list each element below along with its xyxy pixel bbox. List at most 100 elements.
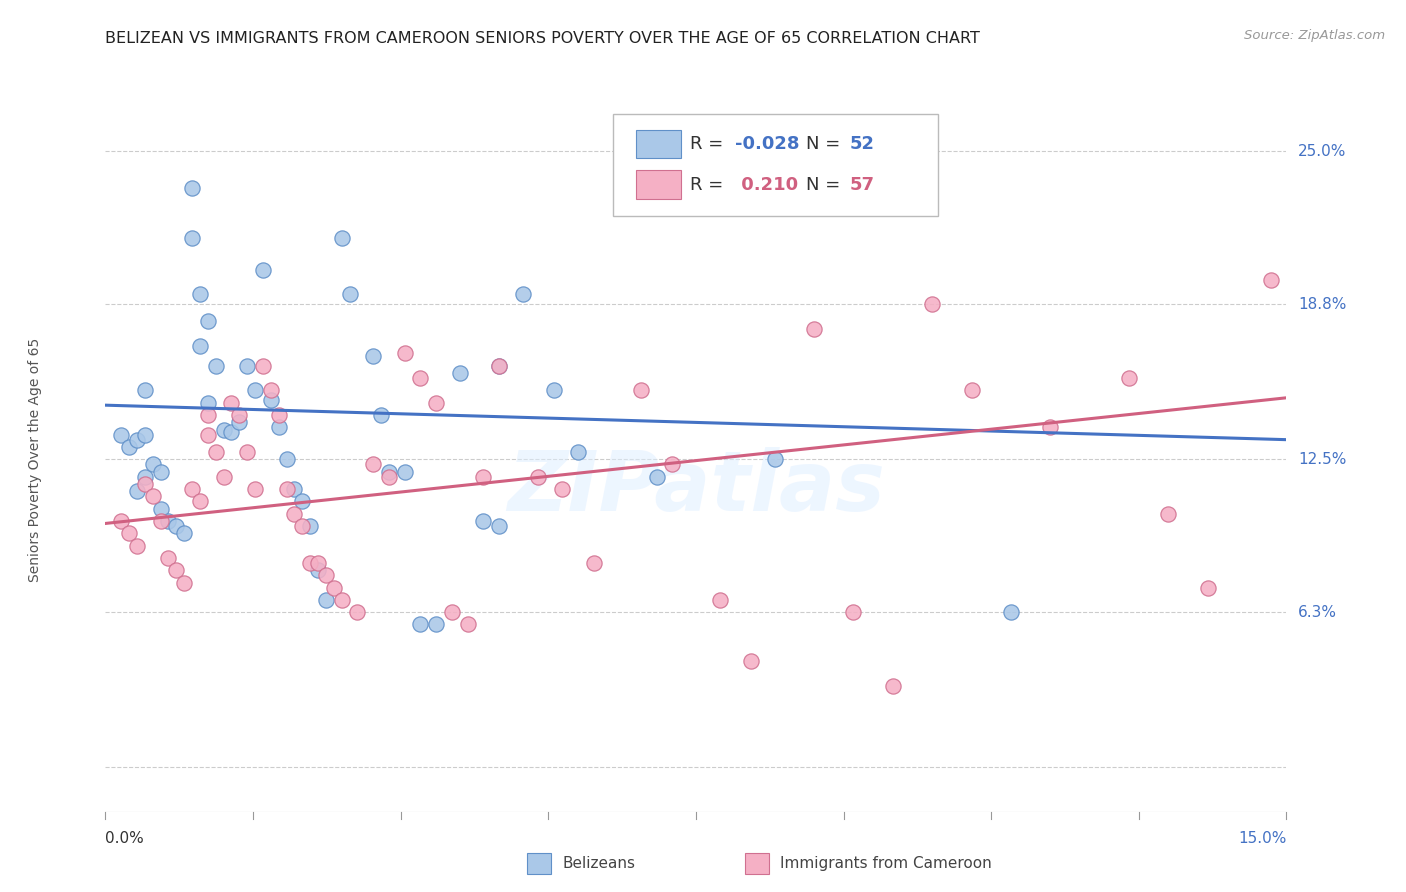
Point bbox=[157, 514, 180, 528]
Point bbox=[551, 482, 574, 496]
Point bbox=[149, 514, 172, 528]
Point bbox=[260, 384, 283, 398]
Point bbox=[661, 458, 683, 472]
Point bbox=[512, 287, 534, 301]
Point bbox=[842, 605, 865, 619]
Point bbox=[291, 494, 314, 508]
Point bbox=[173, 575, 195, 590]
Point bbox=[299, 519, 322, 533]
Point bbox=[543, 384, 565, 398]
Point bbox=[125, 539, 148, 553]
Point bbox=[157, 550, 180, 565]
Text: N =: N = bbox=[806, 136, 846, 153]
FancyBboxPatch shape bbox=[613, 114, 938, 216]
Point bbox=[567, 445, 589, 459]
Point bbox=[322, 581, 344, 595]
Point bbox=[488, 519, 510, 533]
Text: Immigrants from Cameroon: Immigrants from Cameroon bbox=[780, 856, 993, 871]
Point bbox=[449, 366, 471, 380]
Point bbox=[315, 592, 337, 607]
Point bbox=[236, 359, 259, 373]
Point bbox=[361, 458, 384, 472]
Point bbox=[212, 423, 235, 437]
Point bbox=[315, 568, 337, 582]
Point bbox=[299, 556, 322, 570]
Point bbox=[188, 339, 211, 353]
Point bbox=[125, 484, 148, 499]
Point bbox=[134, 477, 156, 491]
Point bbox=[197, 314, 219, 328]
Point bbox=[472, 469, 495, 483]
Point bbox=[1039, 420, 1062, 434]
Text: 0.210: 0.210 bbox=[735, 176, 799, 194]
Point bbox=[267, 420, 290, 434]
Point bbox=[243, 384, 266, 398]
Text: 57: 57 bbox=[849, 176, 875, 194]
Text: Seniors Poverty Over the Age of 65: Seniors Poverty Over the Age of 65 bbox=[28, 337, 42, 582]
Point bbox=[283, 507, 305, 521]
Bar bbox=[636, 170, 681, 199]
Text: BELIZEAN VS IMMIGRANTS FROM CAMEROON SENIORS POVERTY OVER THE AGE OF 65 CORRELAT: BELIZEAN VS IMMIGRANTS FROM CAMEROON SEN… bbox=[105, 31, 980, 46]
Point bbox=[409, 617, 432, 632]
Point bbox=[276, 482, 298, 496]
Text: ZIPatlas: ZIPatlas bbox=[508, 447, 884, 528]
Point bbox=[307, 563, 329, 577]
Point bbox=[457, 617, 479, 632]
Point bbox=[276, 452, 298, 467]
Point bbox=[125, 433, 148, 447]
Point bbox=[181, 230, 204, 244]
Point bbox=[165, 563, 187, 577]
Point bbox=[181, 482, 204, 496]
Point bbox=[527, 469, 550, 483]
Point bbox=[425, 395, 447, 409]
Point bbox=[582, 556, 605, 570]
Point bbox=[197, 395, 219, 409]
Point bbox=[149, 465, 172, 479]
Point bbox=[630, 384, 652, 398]
Point bbox=[221, 395, 243, 409]
Point bbox=[394, 346, 416, 360]
Text: 25.0%: 25.0% bbox=[1298, 144, 1347, 159]
Point bbox=[118, 440, 141, 454]
Point bbox=[882, 679, 904, 693]
Point bbox=[291, 519, 314, 533]
Point bbox=[110, 514, 132, 528]
Text: 0.0%: 0.0% bbox=[105, 831, 145, 847]
Text: 52: 52 bbox=[849, 136, 875, 153]
Point bbox=[1000, 605, 1022, 619]
Point bbox=[188, 287, 211, 301]
Point bbox=[740, 655, 762, 669]
Point bbox=[228, 408, 250, 422]
Point bbox=[197, 427, 219, 442]
Point bbox=[763, 452, 786, 467]
Point bbox=[142, 489, 165, 503]
Point bbox=[330, 230, 353, 244]
Point bbox=[472, 514, 495, 528]
Point bbox=[142, 458, 165, 472]
Point bbox=[149, 501, 172, 516]
Text: Source: ZipAtlas.com: Source: ZipAtlas.com bbox=[1244, 29, 1385, 42]
Point bbox=[173, 526, 195, 541]
Point bbox=[361, 349, 384, 363]
Text: N =: N = bbox=[806, 176, 846, 194]
Point bbox=[960, 384, 983, 398]
Text: Belizeans: Belizeans bbox=[562, 856, 636, 871]
Point bbox=[197, 408, 219, 422]
Point bbox=[134, 469, 156, 483]
Point bbox=[134, 384, 156, 398]
Point bbox=[212, 469, 235, 483]
Point bbox=[307, 556, 329, 570]
Point bbox=[134, 427, 156, 442]
Point bbox=[283, 482, 305, 496]
Point bbox=[1157, 507, 1180, 521]
Point bbox=[394, 465, 416, 479]
Point bbox=[370, 408, 392, 422]
Point bbox=[252, 359, 274, 373]
Point bbox=[181, 181, 204, 195]
Text: 12.5%: 12.5% bbox=[1298, 452, 1347, 467]
Point bbox=[425, 617, 447, 632]
Text: R =: R = bbox=[690, 136, 730, 153]
Point bbox=[709, 592, 731, 607]
Point bbox=[440, 605, 463, 619]
Point bbox=[378, 465, 401, 479]
